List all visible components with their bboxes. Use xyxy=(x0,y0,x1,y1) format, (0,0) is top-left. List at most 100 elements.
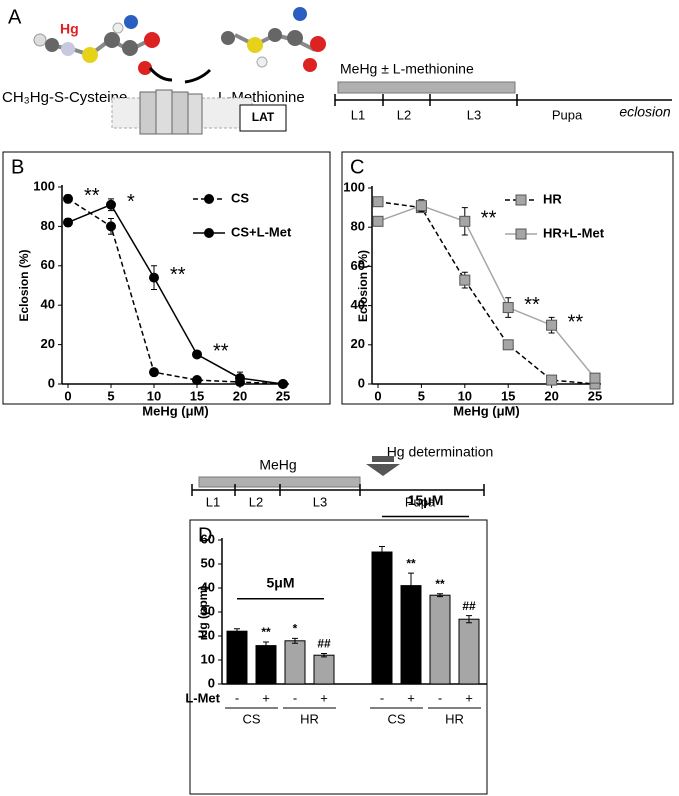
significance: ** xyxy=(435,577,445,591)
error-bar xyxy=(466,615,472,624)
y-tick-label: 30 xyxy=(201,603,215,618)
x-tick-label: 15 xyxy=(190,388,204,403)
y-tick-label: 20 xyxy=(201,627,215,642)
stage-label: L1 xyxy=(206,494,220,509)
significance: ** xyxy=(568,311,584,333)
stage-label: L3 xyxy=(313,494,327,509)
treatment-label: MeHg ± L-methionine xyxy=(340,61,474,77)
bar xyxy=(284,640,306,685)
y-tick-label: 20 xyxy=(41,336,55,351)
bar xyxy=(226,630,248,685)
timeline xyxy=(191,484,485,496)
y-axis-label: Eclosion (%) xyxy=(356,250,370,322)
y-tick-label: 50 xyxy=(201,555,215,570)
y-tick-label: 40 xyxy=(41,297,55,312)
stage-label: Pupa xyxy=(552,107,583,122)
y-tick-label: 80 xyxy=(41,218,55,233)
error-bar xyxy=(234,628,240,635)
x-tick-label: 10 xyxy=(147,388,161,403)
data-point xyxy=(149,367,159,378)
treatment-label: MeHg xyxy=(259,457,296,473)
y-tick-label: 100 xyxy=(33,178,55,193)
x-tick-label: 15 xyxy=(501,388,515,403)
y-tick-label: 40 xyxy=(351,297,365,312)
significance: * xyxy=(293,622,298,636)
timeline xyxy=(334,94,672,106)
treatment-bar xyxy=(337,81,516,94)
x-tick-label: 25 xyxy=(276,388,290,403)
x-tick-label: - xyxy=(235,690,239,705)
data-point xyxy=(546,374,558,386)
significance: ** xyxy=(261,625,271,639)
y-tick-label: 100 xyxy=(343,179,365,194)
panel-label: D xyxy=(198,524,212,546)
group-label: CS xyxy=(387,711,405,726)
significance: * xyxy=(127,191,135,213)
y-tick-label: 0 xyxy=(358,375,365,390)
dose-label: 15μM xyxy=(408,492,444,508)
x-tick-label: + xyxy=(320,690,328,705)
legend-marker xyxy=(204,228,214,238)
group-label: HR xyxy=(300,711,319,726)
x-tick-label: 25 xyxy=(588,388,602,403)
x-tick-label: 20 xyxy=(544,388,558,403)
hg-label: Hg xyxy=(60,21,79,37)
dose-label: 5μM xyxy=(266,575,294,591)
legend-label: HR+L-Met xyxy=(543,225,605,240)
group-label: CS xyxy=(242,711,260,726)
data-point xyxy=(459,274,471,286)
eclosion-label: eclosion xyxy=(619,104,671,120)
stage-label: Pupa xyxy=(405,494,436,509)
error-bar xyxy=(437,593,443,598)
x-tick-label: + xyxy=(262,690,270,705)
x-tick-label: - xyxy=(438,690,442,705)
data-point xyxy=(192,349,202,360)
significance: ## xyxy=(462,599,476,613)
significance: ** xyxy=(170,264,186,286)
significance: ** xyxy=(213,341,229,363)
legend-label: CS xyxy=(231,190,249,205)
data-point xyxy=(192,375,202,386)
significance: ** xyxy=(84,185,100,207)
membrane xyxy=(111,89,253,135)
x-tick-label: 20 xyxy=(233,388,247,403)
measurement-label: Hg determination xyxy=(387,444,494,460)
stage-label: L2 xyxy=(249,494,263,509)
y-axis-label: Eclosion (%) xyxy=(17,249,31,321)
bar xyxy=(400,585,422,685)
y-axis-label: Hg (ppm) xyxy=(196,586,210,639)
data-point xyxy=(372,196,384,208)
error-bar xyxy=(408,572,414,599)
data-point xyxy=(502,302,514,314)
series-line xyxy=(67,203,284,385)
transporter-label: LAT xyxy=(252,110,275,124)
data-point xyxy=(106,199,116,210)
y-tick-label: 0 xyxy=(208,675,215,690)
legend-marker xyxy=(515,228,527,240)
y-tick-label: 40 xyxy=(201,579,215,594)
transporter-box xyxy=(239,104,287,132)
molecule-cysteine xyxy=(33,15,160,75)
data-point xyxy=(106,221,116,232)
x-tick-label: 5 xyxy=(418,388,425,403)
y-tick-label: 60 xyxy=(41,257,55,272)
panel-frame xyxy=(341,151,674,405)
molecule-methionine xyxy=(221,7,326,72)
arrow xyxy=(148,67,173,82)
panel-label: A xyxy=(8,6,22,28)
x-axis-label: MeHg (μM) xyxy=(142,403,208,418)
error-bar xyxy=(292,637,298,644)
stage-label: L2 xyxy=(397,107,411,122)
panel-frame xyxy=(2,151,331,405)
significance: ** xyxy=(481,208,497,230)
x-tick-label: + xyxy=(407,690,415,705)
data-point xyxy=(63,193,73,204)
series-line xyxy=(377,204,596,379)
y-tick-label: 10 xyxy=(201,651,215,666)
bar xyxy=(429,594,451,685)
y-tick-label: 80 xyxy=(351,219,365,234)
series-line xyxy=(377,200,596,385)
error-bar xyxy=(379,545,385,559)
y-tick-label: 20 xyxy=(351,336,365,351)
x-tick-label: + xyxy=(465,690,473,705)
